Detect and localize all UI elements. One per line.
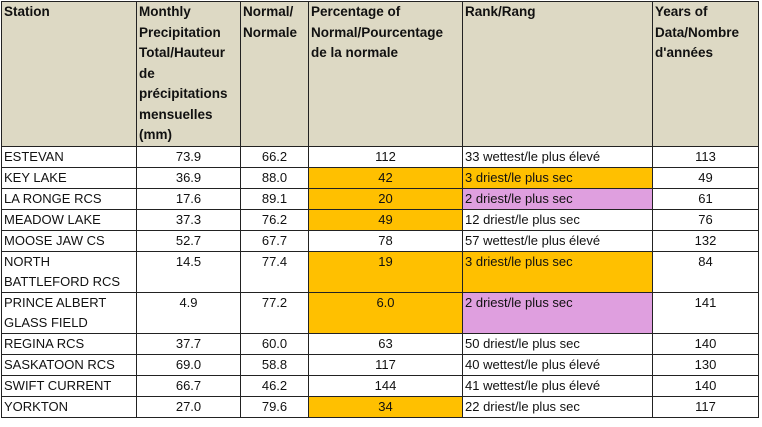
header-years: Years of Data/Nombre d'années xyxy=(652,1,759,147)
percentage-cell: 63 xyxy=(308,332,463,355)
station-cell: SWIFT CURRENT xyxy=(1,374,137,397)
table-row: SASKATOON RCS 69.0 58.8 117 40 wettest/le pl… xyxy=(1,353,759,376)
table-row: NORTH BATTLEFORD RCS 14.5 77.4 19 3 driest/l… xyxy=(1,250,759,293)
station-cell: ESTEVAN xyxy=(1,145,137,168)
station-cell: MOOSE JAW CS xyxy=(1,229,137,252)
percentage-cell: 78 xyxy=(308,229,463,252)
normal-cell: 58.8 xyxy=(240,353,309,376)
normal-cell: 79.6 xyxy=(240,395,309,418)
table-row: PRINCE ALBERT GLASS FIELD 4.9 77.2 6.0 2 dri… xyxy=(1,291,759,334)
header-rank: Rank/Rang xyxy=(462,1,653,147)
total-cell: 36.9 xyxy=(136,166,241,189)
years-cell: 141 xyxy=(652,291,759,334)
rank-cell: 22 driest/le plus sec xyxy=(462,395,653,418)
header-percentage: Percentage of Normal/Pourcentage de la n… xyxy=(308,1,463,147)
rank-cell: 41 wettest/le plus élevé xyxy=(462,374,653,397)
table-row: REGINA RCS 37.7 60.0 63 50 driest/le plus se… xyxy=(1,332,759,355)
normal-cell: 60.0 xyxy=(240,332,309,355)
header-normal: Normal/ Normale xyxy=(240,1,309,147)
station-cell: REGINA RCS xyxy=(1,332,137,355)
years-cell: 130 xyxy=(652,353,759,376)
years-cell: 61 xyxy=(652,187,759,210)
rank-cell: 57 wettest/le plus élevé xyxy=(462,229,653,252)
station-cell: SASKATOON RCS xyxy=(1,353,137,376)
percentage-cell: 34 xyxy=(308,395,463,418)
total-cell: 14.5 xyxy=(136,250,241,293)
rank-cell: 3 driest/le plus sec xyxy=(462,250,653,293)
years-cell: 113 xyxy=(652,145,759,168)
station-cell: KEY LAKE xyxy=(1,166,137,189)
rank-cell: 33 wettest/le plus élevé xyxy=(462,145,653,168)
years-cell: 117 xyxy=(652,395,759,418)
station-cell: LA RONGE RCS xyxy=(1,187,137,210)
percentage-cell: 112 xyxy=(308,145,463,168)
normal-cell: 46.2 xyxy=(240,374,309,397)
normal-cell: 77.2 xyxy=(240,291,309,334)
percentage-cell: 42 xyxy=(308,166,463,189)
total-cell: 37.3 xyxy=(136,208,241,231)
normal-cell: 66.2 xyxy=(240,145,309,168)
years-cell: 132 xyxy=(652,229,759,252)
rank-cell: 12 driest/le plus sec xyxy=(462,208,653,231)
normal-cell: 89.1 xyxy=(240,187,309,210)
table-row: MOOSE JAW CS 52.7 67.7 78 57 wettest/le plus… xyxy=(1,229,759,252)
percentage-cell: 20 xyxy=(308,187,463,210)
normal-cell: 77.4 xyxy=(240,250,309,293)
normal-cell: 76.2 xyxy=(240,208,309,231)
total-cell: 17.6 xyxy=(136,187,241,210)
total-cell: 52.7 xyxy=(136,229,241,252)
years-cell: 76 xyxy=(652,208,759,231)
station-cell: YORKTON xyxy=(1,395,137,418)
rank-cell: 2 driest/le plus sec xyxy=(462,187,653,210)
header-row: Station Monthly Precipitation Total/Haut… xyxy=(1,1,759,147)
total-cell: 66.7 xyxy=(136,374,241,397)
rank-cell: 50 driest/le plus sec xyxy=(462,332,653,355)
station-cell: NORTH BATTLEFORD RCS xyxy=(1,250,137,293)
percentage-cell: 19 xyxy=(308,250,463,293)
total-cell: 37.7 xyxy=(136,332,241,355)
table-row: KEY LAKE 36.9 88.0 42 3 driest/le plus sec 49 xyxy=(1,166,759,189)
total-cell: 27.0 xyxy=(136,395,241,418)
total-cell: 73.9 xyxy=(136,145,241,168)
rank-cell: 40 wettest/le plus élevé xyxy=(462,353,653,376)
percentage-cell: 144 xyxy=(308,374,463,397)
table-row: MEADOW LAKE 37.3 76.2 49 12 driest/le plus s… xyxy=(1,208,759,231)
years-cell: 84 xyxy=(652,250,759,293)
normal-cell: 88.0 xyxy=(240,166,309,189)
rank-cell: 2 driest/le plus sec xyxy=(462,291,653,334)
precipitation-table: Station Monthly Precipitation Total/Haut… xyxy=(1,1,759,418)
years-cell: 49 xyxy=(652,166,759,189)
percentage-cell: 6.0 xyxy=(308,291,463,334)
total-cell: 69.0 xyxy=(136,353,241,376)
years-cell: 140 xyxy=(652,374,759,397)
station-cell: PRINCE ALBERT GLASS FIELD xyxy=(1,291,137,334)
table-row: SWIFT CURRENT 66.7 46.2 144 41 wettest/le pl… xyxy=(1,374,759,397)
percentage-cell: 49 xyxy=(308,208,463,231)
header-monthly-total: Monthly Precipitation Total/Hauteur de p… xyxy=(136,1,241,147)
header-station: Station xyxy=(1,1,137,147)
percentage-cell: 117 xyxy=(308,353,463,376)
normal-cell: 67.7 xyxy=(240,229,309,252)
years-cell: 140 xyxy=(652,332,759,355)
total-cell: 4.9 xyxy=(136,291,241,334)
table-row: LA RONGE RCS 17.6 89.1 20 2 driest/le plus s… xyxy=(1,187,759,210)
table-row: ESTEVAN 73.9 66.2 112 33 wettest/le plus éle… xyxy=(1,145,759,168)
station-cell: MEADOW LAKE xyxy=(1,208,137,231)
rank-cell: 3 driest/le plus sec xyxy=(462,166,653,189)
table-row: YORKTON 27.0 79.6 34 22 driest/le plus sec 11… xyxy=(1,395,759,418)
